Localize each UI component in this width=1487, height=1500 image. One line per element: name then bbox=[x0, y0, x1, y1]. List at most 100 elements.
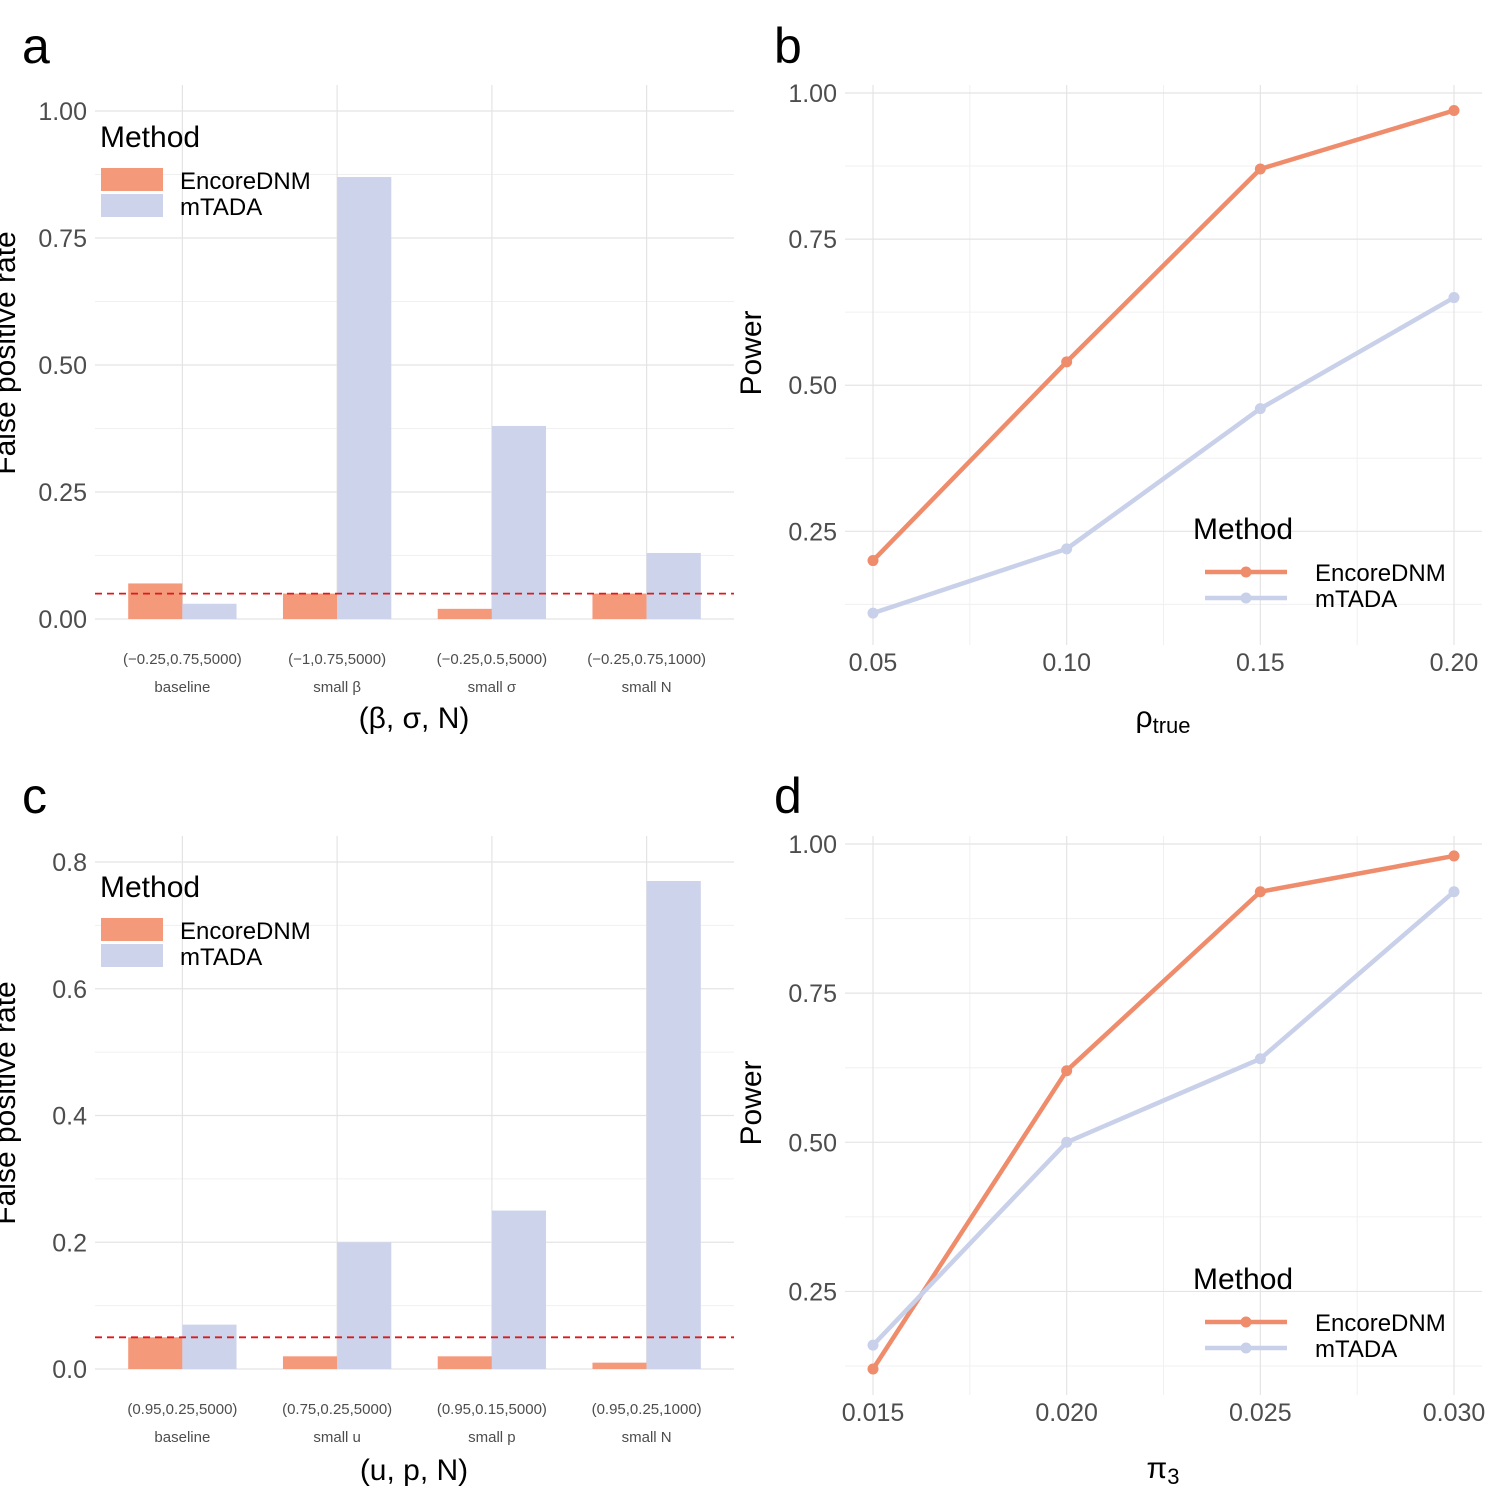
panel-b-point-encorednm-0 bbox=[868, 555, 879, 566]
panel-b-point-encorednm-2 bbox=[1255, 163, 1266, 174]
panel-d-ytick-label: 1.00 bbox=[788, 831, 837, 859]
panel-a-ytick-label: 0.75 bbox=[38, 225, 87, 253]
panel-d-xtick-label: 0.030 bbox=[1423, 1399, 1486, 1427]
panel-a-ytick-label: 0.25 bbox=[38, 479, 87, 507]
panel-a-bar-mtada-3 bbox=[647, 553, 701, 619]
panel-b-letter: b bbox=[774, 18, 802, 74]
panel-a-category-params-0: (−0.25,0.75,5000) bbox=[123, 651, 242, 668]
panel-a-legend-label-1: mTADA bbox=[180, 194, 262, 221]
panel-b-xtick-label: 0.20 bbox=[1430, 649, 1479, 677]
panel-a-bar-encorednm-3 bbox=[592, 594, 646, 619]
panel-d-point-encorednm-2 bbox=[1255, 886, 1266, 897]
panel-a-y-axis-title: False positive rate bbox=[0, 231, 22, 474]
panel-c-legend-label-1: mTADA bbox=[180, 944, 262, 971]
panel-c-ytick-label: 0.4 bbox=[52, 1103, 87, 1131]
panel-d-letter: d bbox=[774, 768, 802, 824]
panel-b-legend-key-point-0 bbox=[1241, 567, 1252, 578]
panel-b-point-encorednm-3 bbox=[1449, 105, 1460, 116]
panel-c-bar-encorednm-3 bbox=[592, 1363, 646, 1369]
panel-c-bar-encorednm-1 bbox=[283, 1356, 337, 1369]
panel-c-ytick-label: 0.2 bbox=[52, 1229, 87, 1257]
panel-b-xtick-label: 0.15 bbox=[1236, 649, 1285, 677]
panel-b-x-axis-title: ρtrue bbox=[1136, 701, 1191, 738]
panel-d-point-encorednm-3 bbox=[1449, 850, 1460, 861]
panel-a-bar-encorednm-0 bbox=[128, 583, 182, 619]
panel-d-point-mtada-2 bbox=[1255, 1053, 1266, 1064]
panel-a-category-params-1: (−1,0.75,5000) bbox=[288, 651, 386, 668]
panel-b-point-encorednm-1 bbox=[1061, 356, 1072, 367]
panel-a-category-name-2: small σ bbox=[468, 679, 517, 696]
panel-b-legend-title: Method bbox=[1193, 513, 1293, 546]
panel-a-bar-encorednm-1 bbox=[283, 594, 337, 619]
panel-b-legend-label-0: EncoreDNM bbox=[1315, 560, 1446, 587]
panel-d-legend-title: Method bbox=[1193, 1263, 1293, 1296]
panel-d-legend-key-point-1 bbox=[1241, 1343, 1252, 1354]
panel-d-point-encorednm-1 bbox=[1061, 1065, 1072, 1076]
panel-d-legend-label-0: EncoreDNM bbox=[1315, 1310, 1446, 1337]
panel-c-category-name-2: small p bbox=[468, 1429, 516, 1446]
panel-c-bar-mtada-2 bbox=[492, 1211, 546, 1369]
panel-c-ytick-label: 0.0 bbox=[52, 1356, 87, 1384]
panel-d-point-mtada-1 bbox=[1061, 1137, 1072, 1148]
panel-a-category-name-3: small N bbox=[622, 679, 672, 696]
panel-a-ytick-label: 0.50 bbox=[38, 352, 87, 380]
panel-a-ytick-label: 0.00 bbox=[38, 606, 87, 634]
panel-d-legend-key-point-0 bbox=[1241, 1317, 1252, 1328]
panel-d-legend-label-1: mTADA bbox=[1315, 1336, 1397, 1363]
panel-b-xtick-label: 0.05 bbox=[849, 649, 898, 677]
panel-d-point-encorednm-0 bbox=[868, 1364, 879, 1375]
panel-d-xtick-label: 0.020 bbox=[1035, 1399, 1098, 1427]
panel-b-ytick-label: 0.25 bbox=[788, 518, 837, 546]
panel-a-bar-mtada-2 bbox=[492, 426, 546, 619]
panel-b-point-mtada-3 bbox=[1449, 292, 1460, 303]
panel-a-letter: a bbox=[22, 18, 50, 74]
panel-c-category-params-2: (0.95,0.15,5000) bbox=[437, 1401, 547, 1418]
panel-a-legend-label-0: EncoreDNM bbox=[180, 168, 311, 195]
panel-c-category-name-1: small u bbox=[313, 1429, 361, 1446]
panel-c-category-params-0: (0.95,0.25,5000) bbox=[127, 1401, 237, 1418]
panel-a-x-axis-title: (β, σ, N) bbox=[359, 702, 470, 735]
panel-b-ytick-label: 0.75 bbox=[788, 226, 837, 254]
panel-c-legend-title: Method bbox=[100, 871, 200, 904]
panel-c-bar-mtada-0 bbox=[182, 1325, 236, 1369]
panel-c-category-params-1: (0.75,0.25,5000) bbox=[282, 1401, 392, 1418]
panel-b-point-mtada-1 bbox=[1061, 543, 1072, 554]
panel-c-bar-encorednm-0 bbox=[128, 1337, 182, 1369]
panel-c-ytick-label: 0.8 bbox=[52, 849, 87, 877]
panel-c-legend-label-0: EncoreDNM bbox=[180, 918, 311, 945]
panel-b-ytick-label: 1.00 bbox=[788, 80, 837, 108]
panel-d-x-axis-title: π3 bbox=[1147, 1452, 1180, 1489]
panel-c-ytick-label: 0.6 bbox=[52, 976, 87, 1004]
panel-a-category-name-1: small β bbox=[313, 679, 361, 696]
panel-a-legend-key-1 bbox=[101, 194, 163, 217]
panel-d-point-mtada-3 bbox=[1449, 886, 1460, 897]
panel-a-bar-mtada-1 bbox=[337, 177, 391, 619]
panel-b-legend-key-point-1 bbox=[1241, 593, 1252, 604]
panel-c-category-name-3: small N bbox=[622, 1429, 672, 1446]
panel-a-category-name-0: baseline bbox=[154, 679, 210, 696]
panel-d-xtick-label: 0.025 bbox=[1229, 1399, 1292, 1427]
panel-b-point-mtada-2 bbox=[1255, 403, 1266, 414]
panel-c-legend-key-0 bbox=[101, 918, 163, 941]
panel-b-ytick-label: 0.50 bbox=[788, 372, 837, 400]
panel-c-legend-key-1 bbox=[101, 944, 163, 967]
panel-a-ytick-label: 1.00 bbox=[38, 98, 87, 126]
panel-a-legend-key-0 bbox=[101, 168, 163, 191]
panel-b-point-mtada-0 bbox=[868, 608, 879, 619]
panel-a-bar-mtada-0 bbox=[182, 604, 236, 619]
panel-c-category-params-3: (0.95,0.25,1000) bbox=[592, 1401, 702, 1418]
panel-c-bar-mtada-1 bbox=[337, 1242, 391, 1369]
panel-a-bar-encorednm-2 bbox=[438, 609, 492, 619]
panel-b-xtick-label: 0.10 bbox=[1042, 649, 1091, 677]
panel-d-xtick-label: 0.015 bbox=[842, 1399, 905, 1427]
panel-b-legend-label-1: mTADA bbox=[1315, 586, 1397, 613]
panel-a-legend-title: Method bbox=[100, 121, 200, 154]
panel-c-bar-mtada-3 bbox=[647, 881, 701, 1369]
panel-c-letter: c bbox=[22, 768, 47, 824]
panel-c-bar-encorednm-2 bbox=[438, 1356, 492, 1369]
figure: a 0.00 0.25 0.50 0.75 1.00 (−0.25,0.75,5000) ba… bbox=[0, 0, 1487, 1500]
panel-a-category-params-3: (−0.25,0.75,1000) bbox=[587, 651, 706, 668]
panel-c-x-axis-title: (u, p, N) bbox=[360, 1454, 468, 1487]
panel-d-ytick-label: 0.75 bbox=[788, 980, 837, 1008]
panel-c-category-name-0: baseline bbox=[154, 1429, 210, 1446]
